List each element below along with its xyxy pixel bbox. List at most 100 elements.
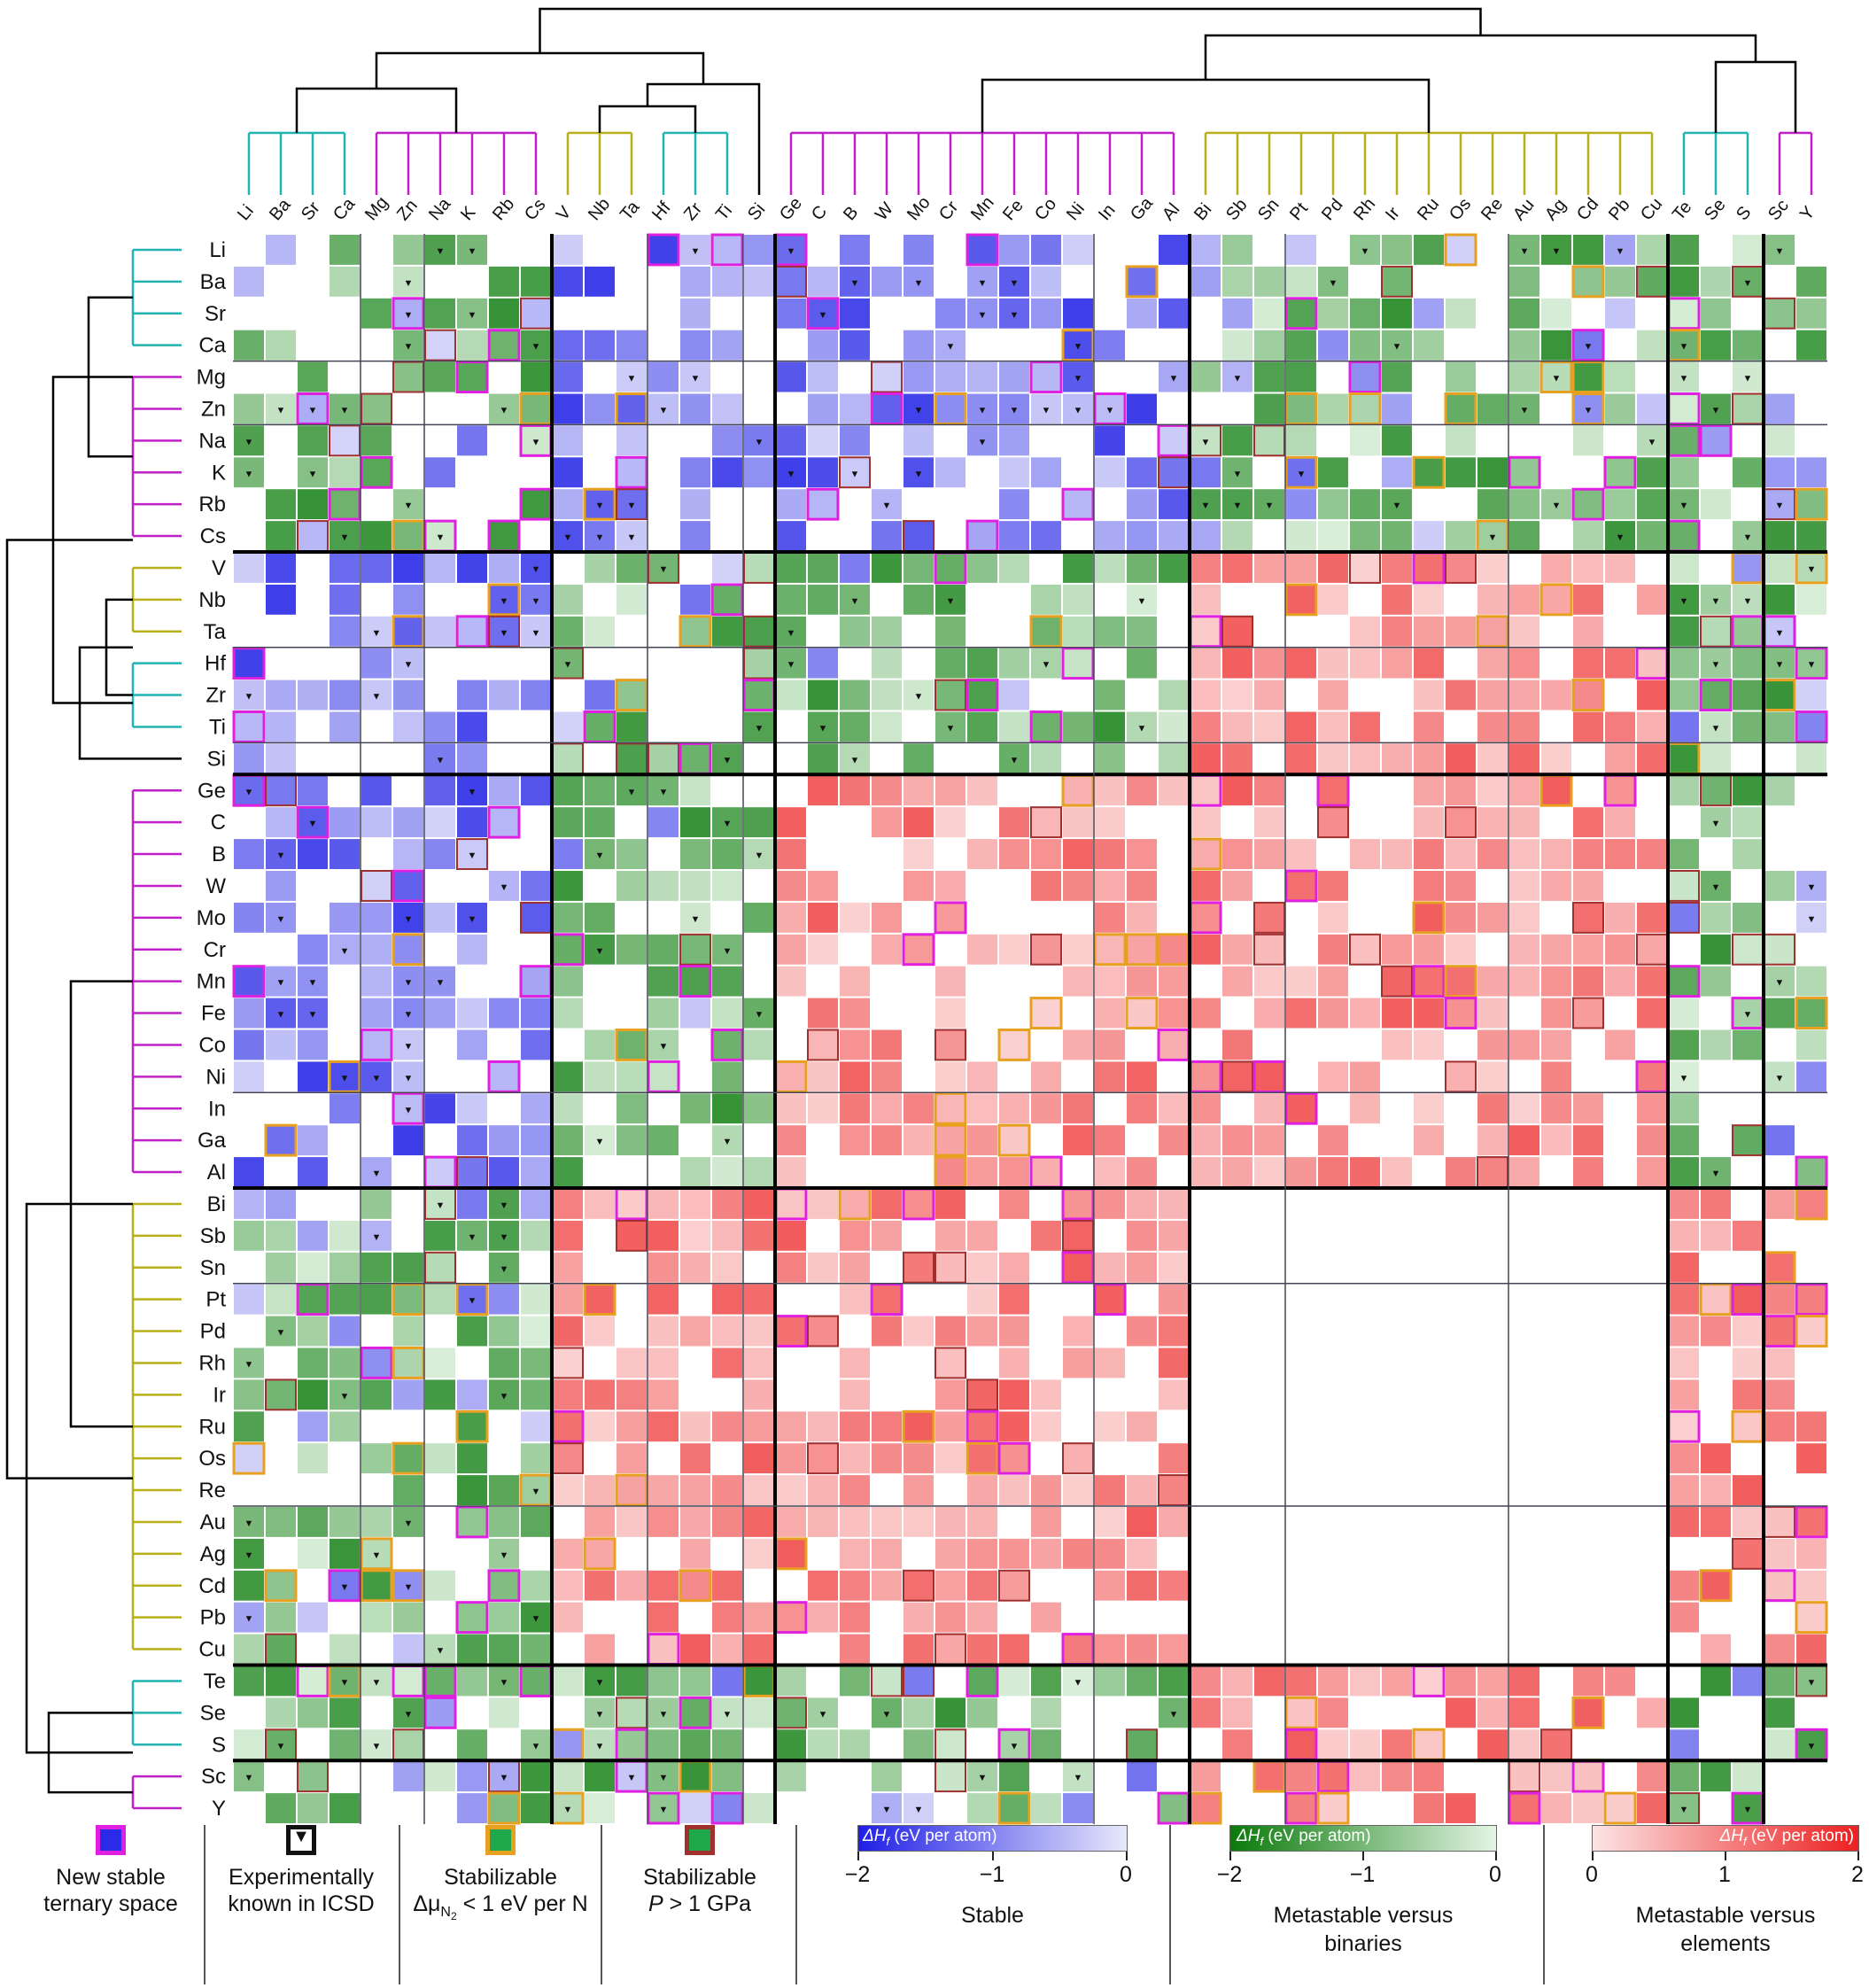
heatmap-cell: [1701, 934, 1731, 965]
heatmap-cell: [1190, 1761, 1221, 1792]
icsd-marker: ▼: [755, 850, 764, 861]
heatmap-cell: [744, 1507, 774, 1537]
heatmap-cell: [776, 1125, 806, 1156]
heatmap-cell: [1732, 392, 1764, 425]
heatmap-cell: [1190, 1666, 1221, 1697]
icsd-marker: ▼: [914, 278, 924, 289]
heatmap-cell: [1764, 584, 1795, 615]
heatmap-cell: [457, 1793, 487, 1823]
heatmap-cell: [872, 1793, 902, 1823]
heatmap-cell: [1764, 1538, 1795, 1569]
icsd-marker: ▼: [1743, 1805, 1753, 1815]
heatmap-cell: [712, 1570, 742, 1601]
heatmap-cell: [393, 1634, 423, 1665]
dendrogram-branch: [1204, 34, 1757, 80]
heatmap-cell: [1063, 1093, 1093, 1124]
heatmap-cell: [999, 1347, 1029, 1378]
icsd-marker: ▼: [531, 1487, 541, 1497]
column-label: C: [808, 202, 831, 224]
heatmap-cell: [1093, 1283, 1127, 1316]
heatmap-cell: [1031, 1602, 1061, 1633]
heatmap-cell: [1669, 1379, 1699, 1410]
heatmap-cell: [1669, 266, 1699, 297]
heatmap-cell: [1571, 361, 1605, 394]
heatmap-cell: [585, 1029, 615, 1060]
icsd-marker: ▼: [755, 1010, 764, 1021]
heatmap-cell: [838, 1187, 872, 1221]
icsd-marker: ▼: [627, 374, 637, 384]
heatmap-cell: [234, 1220, 264, 1251]
heatmap-cell: [1669, 584, 1699, 615]
heatmap-cell: [648, 1189, 679, 1219]
icsd-marker: ▼: [1552, 501, 1562, 511]
heatmap-cell: [1509, 616, 1539, 647]
heatmap-cell: [1031, 235, 1061, 265]
heatmap-cell: [1796, 679, 1826, 711]
heatmap-cell: [744, 1634, 774, 1665]
heatmap-cell: [776, 871, 806, 901]
heatmap-cell: [234, 1538, 264, 1569]
heatmap-cell: [1669, 679, 1699, 711]
heatmap-cell: [330, 1093, 360, 1124]
heatmap-cell: [999, 807, 1029, 838]
heatmap-cell: [617, 1061, 647, 1092]
heatmap-cell: [1063, 1475, 1093, 1505]
heatmap-cell: [553, 1093, 583, 1124]
heatmap-cell: [1446, 1793, 1476, 1823]
heatmap-cell: [1254, 361, 1284, 392]
heatmap-cell: [1316, 1791, 1350, 1825]
heatmap-cell: [1031, 1475, 1061, 1505]
column-label: Y: [1796, 203, 1819, 224]
heatmap-cell: [1127, 553, 1157, 583]
heatmap-cell: [615, 679, 648, 711]
row-label: Ge: [198, 779, 226, 803]
heatmap-cell: [266, 1284, 296, 1315]
heatmap-cell: [1669, 553, 1699, 583]
heatmap-cell: [1286, 1157, 1316, 1187]
heatmap-cell: [744, 1475, 774, 1505]
icsd-marker: ▼: [1074, 342, 1083, 353]
heatmap-cell: [1796, 966, 1826, 997]
heatmap-cell: [872, 1697, 902, 1728]
heatmap-cell: [1637, 521, 1667, 551]
heatmap-cell: [1190, 266, 1221, 297]
heatmap-cell: [903, 1697, 934, 1728]
heatmap-cell: [234, 1379, 264, 1410]
heatmap-cell: [872, 1411, 902, 1442]
heatmap-cell: [457, 1093, 487, 1124]
heatmap-cell: [1190, 424, 1221, 457]
heatmap-cell: [1127, 1570, 1157, 1601]
heatmap-cell: [680, 1316, 710, 1347]
icsd-marker: ▼: [468, 914, 477, 925]
icsd-marker: ▼: [595, 501, 605, 511]
heatmap-cell: [1318, 966, 1348, 997]
heatmap-cell: [1159, 1189, 1189, 1219]
heatmap-cell: [585, 679, 615, 711]
heatmap-cell: [1477, 648, 1508, 679]
heatmap-cell: [361, 298, 392, 329]
heatmap-cell: [680, 584, 710, 615]
icsd-marker: ▼: [978, 278, 988, 289]
heatmap-cell: [934, 1123, 967, 1157]
heatmap-cell: [393, 1252, 423, 1283]
heatmap-cell: [680, 1507, 710, 1537]
heatmap-cell: [1477, 679, 1508, 711]
icsd-marker: ▼: [1520, 246, 1530, 257]
heatmap-cell: [935, 616, 966, 647]
heatmap-cell: [712, 839, 742, 869]
row-label: W: [206, 874, 226, 898]
heatmap-cell: [903, 520, 934, 552]
heatmap-cell: [967, 1507, 997, 1537]
icsd-marker: ▼: [404, 1582, 414, 1593]
heatmap-cell: [1764, 1189, 1795, 1219]
heatmap-cell: [1190, 489, 1221, 520]
heatmap-cell: [1222, 839, 1252, 869]
icsd-marker: ▼: [914, 405, 924, 415]
legend-separator: [204, 1825, 206, 1984]
row-label: C: [211, 811, 226, 835]
heatmap-cell: [872, 1189, 902, 1219]
heatmap-cell: [680, 1538, 710, 1569]
heatmap-cell: [808, 902, 838, 933]
heatmap-cell: [1189, 837, 1222, 871]
heatmap-cell: [808, 1411, 838, 1442]
